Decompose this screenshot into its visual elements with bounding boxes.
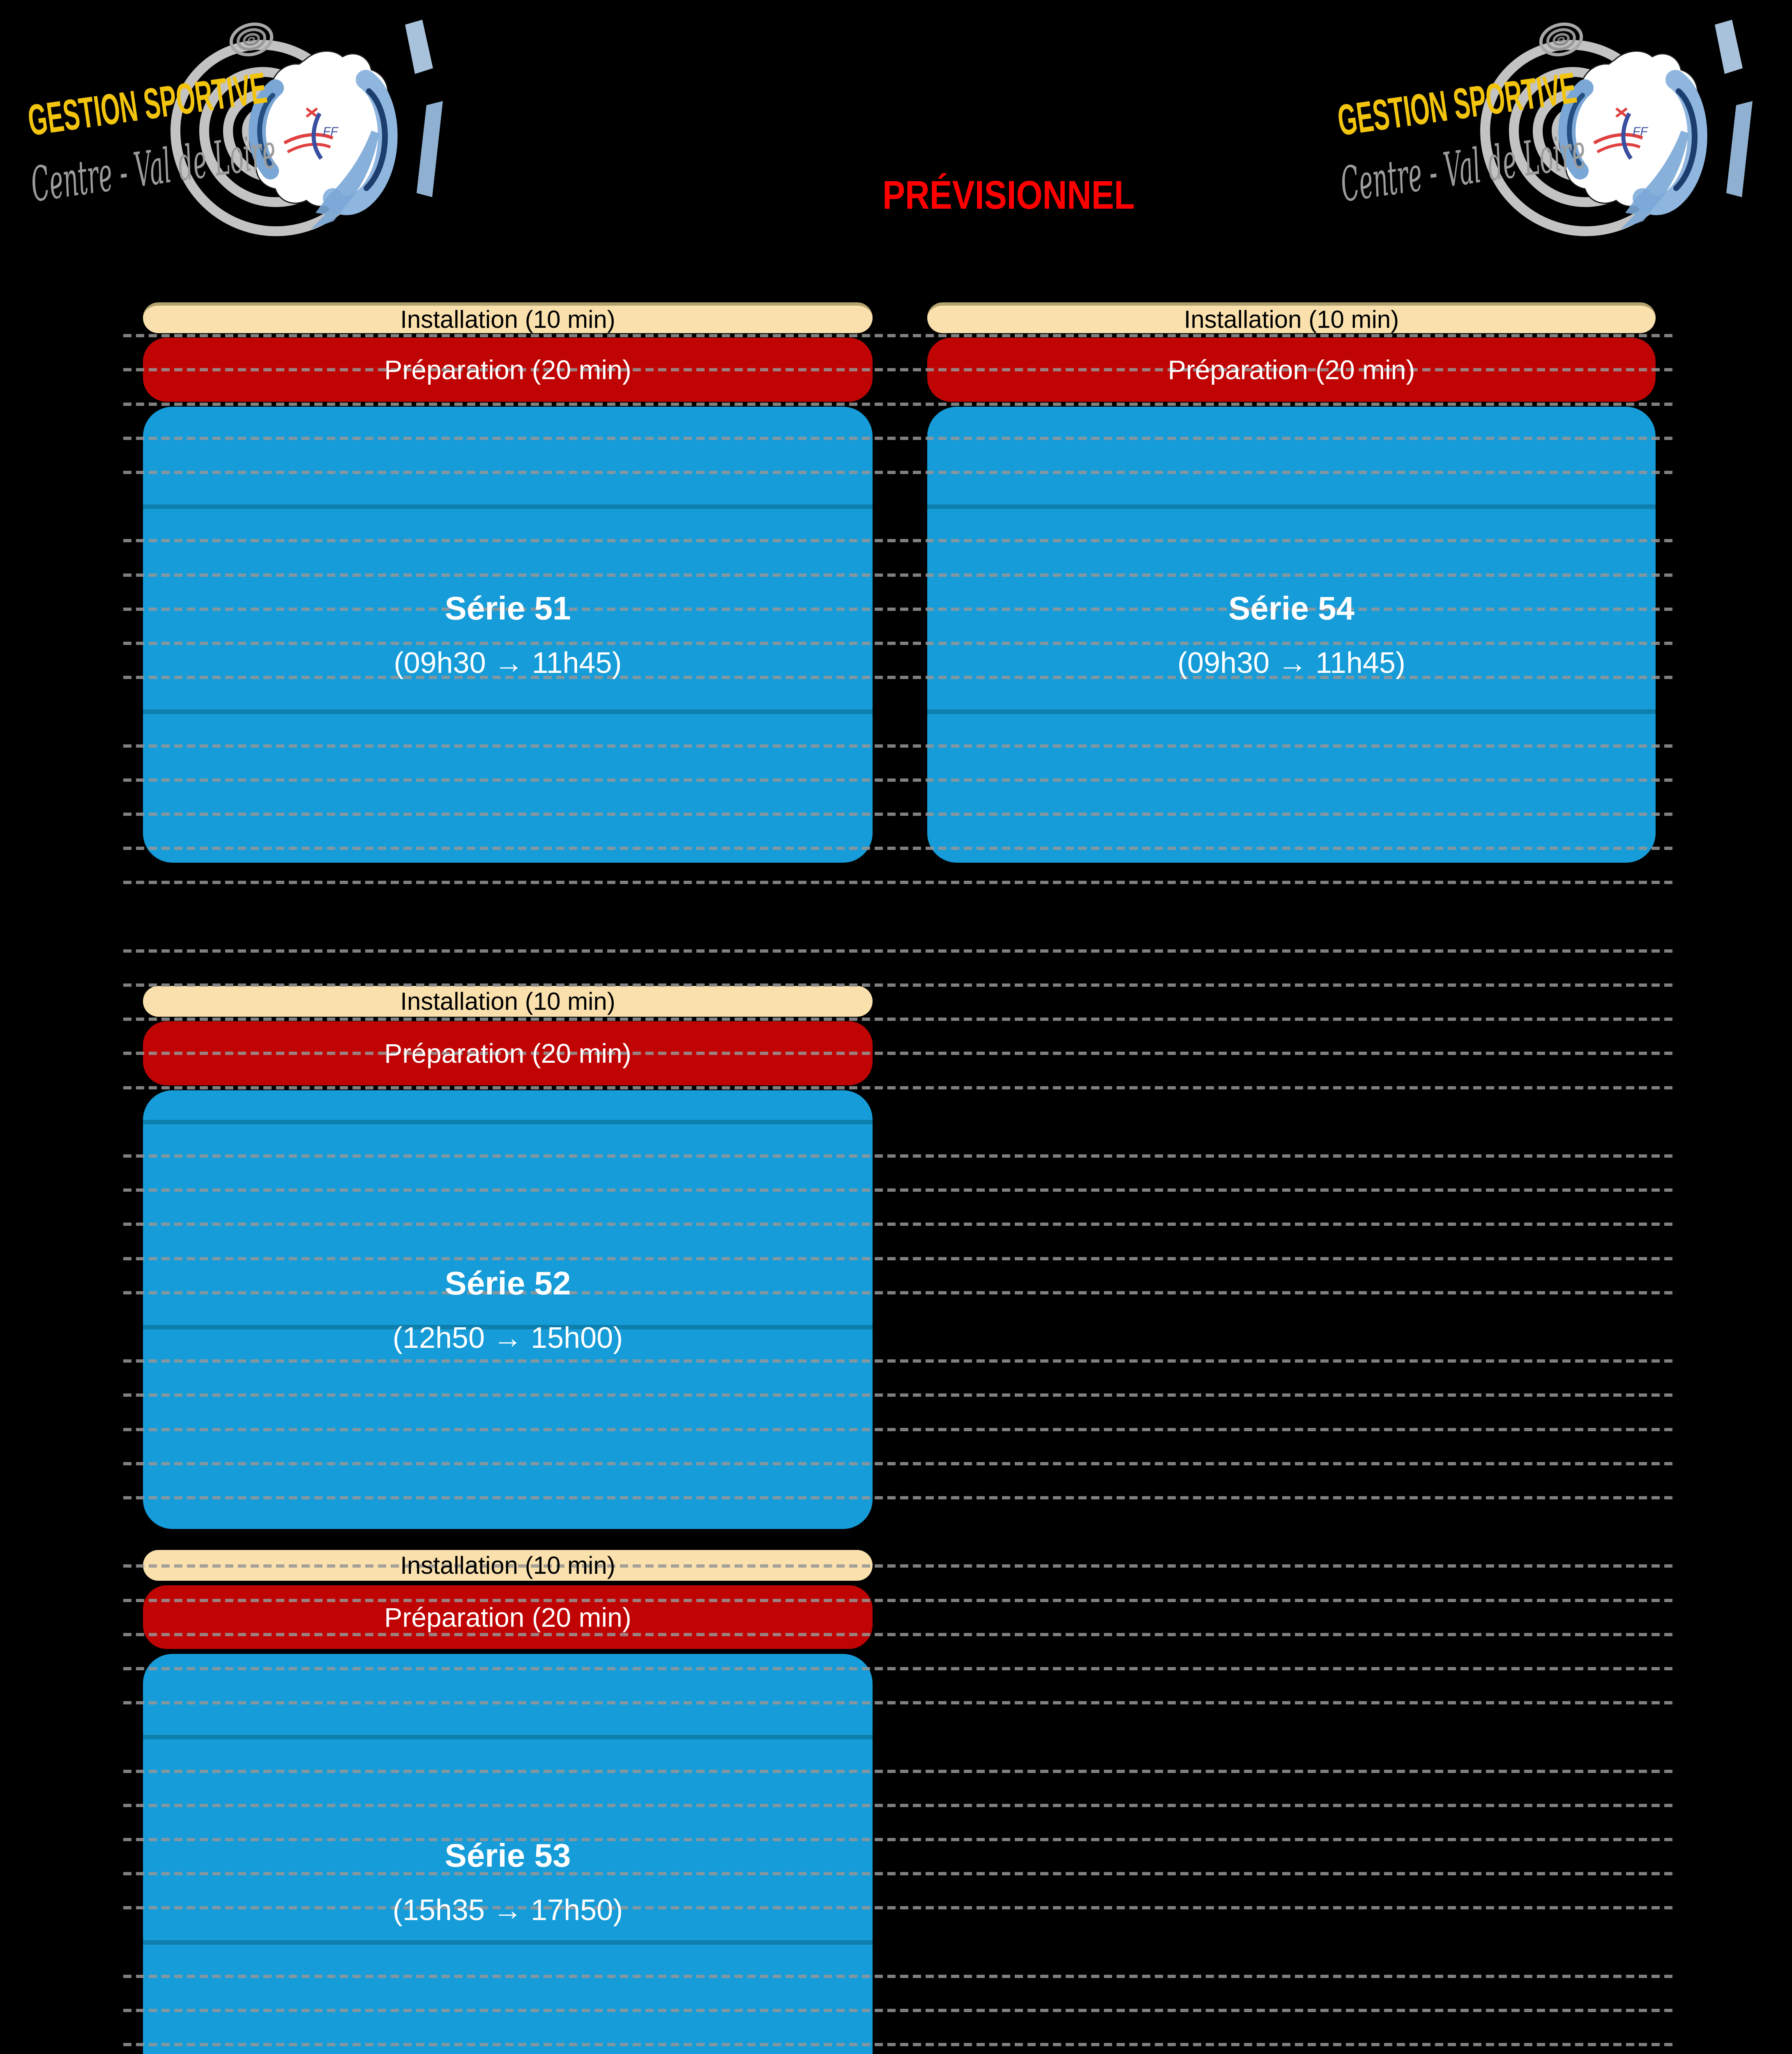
installation-bar: Installation (10 min) [143,302,873,334]
gridline-row [123,1052,1675,1055]
gridline-row [123,1428,1675,1431]
preparation-label: Préparation (20 min) [384,354,631,385]
installation-bar: Installation (10 min) [927,302,1656,334]
gridline-row [123,334,1675,338]
gridline-row [123,1803,1675,1807]
gestion-sportive-logo-icon: FF GESTION SPORTIVE Centre - Val de Loir… [25,20,443,236]
swoosh-left-shadow-icon [257,93,275,166]
gridline-row [123,983,1675,987]
rifle-icon [1620,131,1688,229]
serie-time-range: (15h35 → 17h50) [392,1894,623,1927]
gridline-row [123,1496,1675,1499]
installation-label: Installation (10 min) [400,988,615,1015]
preparation-bar: Préparation (20 min) [143,1585,873,1649]
ffn-mark-icon: FF [1593,107,1648,160]
gridline-row [123,471,1675,474]
hour-divider [927,709,1656,714]
serie-bar: Série 51 (09h30 → 11h45) [143,406,873,863]
gridline-row [123,2043,1675,2047]
gridline-row [123,1838,1675,1841]
gridline-row [123,368,1675,372]
gridline-row [123,676,1675,679]
installation-label: Installation (10 min) [400,306,615,334]
serie-bar: Série 53 (15h35 → 17h50) [143,1654,873,2054]
swoosh-left-shadow-icon [1567,93,1585,166]
blade-top-icon [1715,20,1743,74]
vortex-icon [229,22,274,57]
page-title: PRÉVISIONNEL [882,173,1135,217]
gridline-row [123,949,1675,953]
hour-divider [143,1940,873,1945]
gridline-row [123,813,1675,816]
gridline-row [123,1701,1675,1705]
gridline-row [123,1393,1675,1397]
gridline-row [123,1564,1675,1568]
gridline-row [123,1462,1675,1465]
gridline-row [123,1257,1675,1260]
serie-time-range: (09h30 → 11h45) [1177,646,1406,679]
gridline-row [123,1906,1675,1910]
ffn-text: FF [1633,125,1648,138]
gridline-row [123,1667,1675,1670]
installation-label: Installation (10 min) [1184,306,1399,334]
ffn-text: FF [323,125,339,138]
serie-time-range: (09h30 → 11h45) [394,646,622,679]
serie-bar: Série 54 (09h30 → 11h45) [927,406,1656,863]
serie-bar: Série 52 (12h50 → 15h00) [143,1090,873,1529]
gridline-row [123,1633,1675,1636]
gridline-row [123,642,1675,645]
serie-time-range: (12h50 → 15h00) [392,1321,623,1354]
hour-divider [143,1324,873,1329]
hour-divider [927,504,1656,509]
gridline-row [123,1154,1675,1158]
club-logo-left: FF GESTION SPORTIVE Centre - Val de Loir… [21,7,445,237]
serie-name: Série 52 [445,1264,571,1301]
preparation-label: Préparation (20 min) [384,1602,631,1633]
rifle-icon [311,131,379,229]
gridline-row [123,744,1675,748]
gridline-row [123,1769,1675,1773]
swoosh-right-shadow-icon [364,88,388,191]
hour-divider [143,1119,873,1124]
gridline-row [123,573,1675,577]
gridline-row [123,1291,1675,1294]
preparation-label: Préparation (20 min) [384,1038,631,1068]
installation-bar: Installation (10 min) [143,986,873,1017]
hour-divider [143,504,873,509]
blade-right-icon [1726,101,1753,197]
installation-label: Installation (10 min) [400,1551,615,1579]
blade-top-icon [405,20,433,74]
gridline-row [123,881,1675,884]
gridline-row [123,1086,1675,1089]
serie-name: Série 54 [1228,589,1354,626]
gridline-row [123,1598,1675,1602]
gridline-row [123,1872,1675,1876]
gridline-row [123,847,1675,850]
gridline-row [123,1188,1675,1192]
gridline-row [123,436,1675,440]
gridline-row [123,402,1675,406]
gridline-row [123,607,1675,611]
swoosh-right-shadow-icon [1673,88,1698,191]
hour-divider [143,1735,873,1740]
serie-name: Série 51 [445,589,571,626]
gridline-row [123,1018,1675,1021]
gridline-row [123,778,1675,782]
preparation-label: Préparation (20 min) [1168,354,1415,385]
gridline-row [123,1223,1675,1226]
vortex-icon [1539,22,1583,57]
gridline-row [123,1359,1675,1363]
club-logo-right: FF GESTION SPORTIVE Centre - Val de Loir… [1331,7,1754,237]
ffn-mark-icon: FF [283,107,339,160]
gridline-row [123,2009,1675,2012]
blade-right-icon [417,101,443,197]
hour-divider [143,709,873,714]
serie-name: Série 53 [445,1837,571,1874]
gestion-sportive-logo-icon: FF GESTION SPORTIVE Centre - Val de Loir… [1335,20,1753,236]
gridline-row [123,1974,1675,1978]
gridline-row [123,539,1675,543]
